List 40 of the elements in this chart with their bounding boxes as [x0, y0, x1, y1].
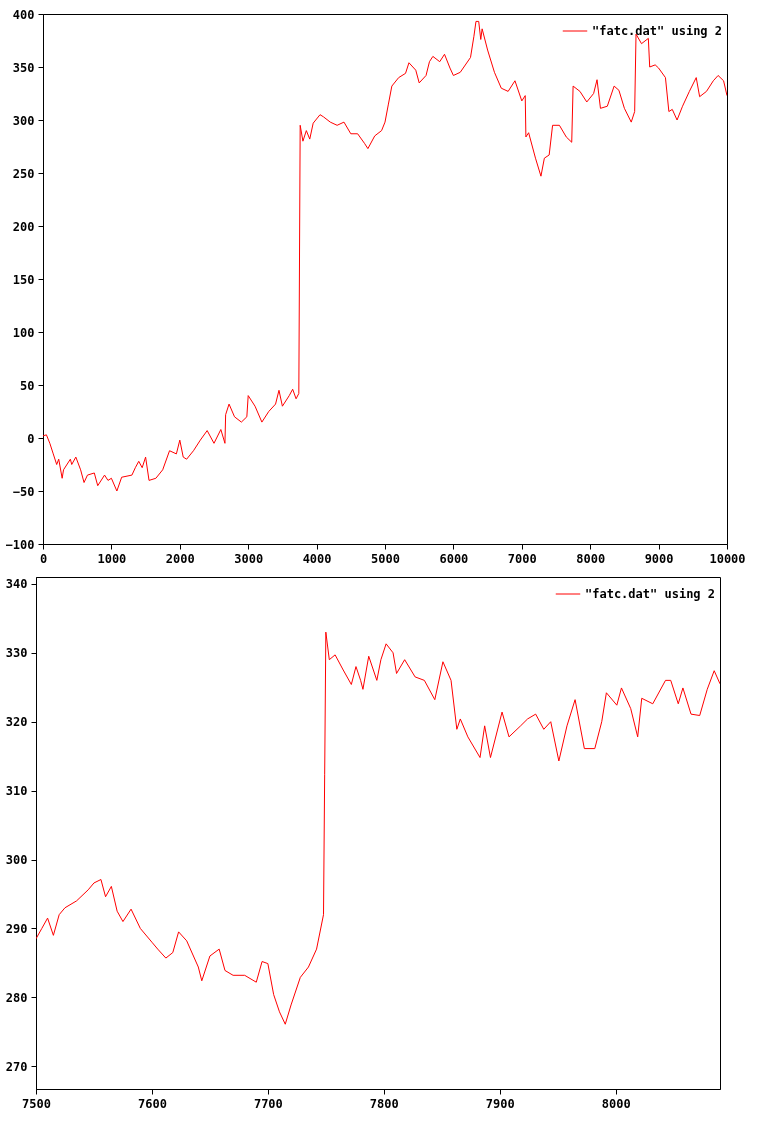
y-tick-label: 400: [12, 7, 35, 22]
x-tick-label: 7500: [22, 1096, 51, 1111]
legend-label: "fatc.dat" using 2: [592, 24, 723, 38]
x-tick-label: 6000: [439, 551, 469, 566]
x-tick-label: 8000: [601, 1096, 631, 1111]
y-tick-label: −50: [12, 484, 35, 499]
x-tick-label: 2000: [165, 551, 195, 566]
x-tick-label: 4000: [302, 551, 332, 566]
legend-label: "fatc.dat" using 2: [585, 587, 716, 601]
x-tick-label: 7000: [507, 551, 537, 566]
y-tick-label: 310: [5, 784, 28, 799]
y-tick-label: 280: [5, 990, 28, 1005]
y-tick-label: 290: [5, 921, 28, 936]
line-series: [36, 631, 720, 1025]
y-tick-label: 150: [12, 272, 35, 287]
y-tick-label: 100: [12, 325, 35, 340]
y-tick-label: 330: [5, 646, 28, 661]
x-tick-label: 7700: [253, 1096, 283, 1111]
y-tick-label: 270: [5, 1059, 28, 1074]
line-series: [43, 20, 727, 492]
y-tick-label: 300: [5, 853, 28, 868]
y-tick-label: 250: [12, 166, 35, 181]
y-tick-label: 300: [12, 113, 35, 128]
x-tick-label: 3000: [234, 551, 264, 566]
x-tick-label: 0: [39, 551, 48, 566]
x-tick-label: 7900: [485, 1096, 515, 1111]
y-tick-label: 200: [12, 219, 35, 234]
x-tick-label: 7800: [369, 1096, 399, 1111]
x-tick-label: 1000: [97, 551, 127, 566]
y-tick-label: 0: [27, 431, 35, 446]
y-tick-label: 50: [20, 378, 35, 393]
x-tick-label: 10000: [709, 551, 746, 566]
y-tick-label: 350: [12, 60, 35, 75]
y-tick-label: −100: [5, 537, 35, 552]
x-tick-label: 9000: [644, 551, 674, 566]
y-tick-label: 340: [5, 577, 28, 592]
x-tick-label: 8000: [576, 551, 606, 566]
x-tick-label: 7600: [137, 1096, 167, 1111]
y-tick-label: 320: [5, 715, 28, 730]
x-tick-label: 5000: [371, 551, 400, 566]
